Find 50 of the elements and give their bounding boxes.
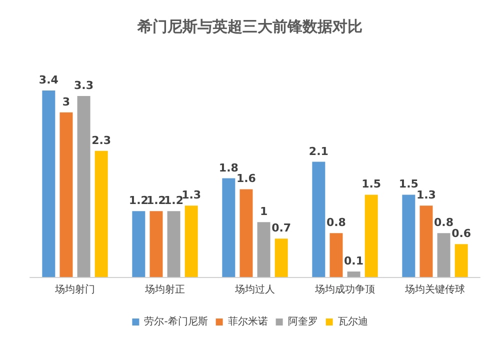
data-label: 1.6 xyxy=(236,172,256,186)
legend-label: 劳尔-希门尼斯 xyxy=(144,316,208,328)
data-label: 1.5 xyxy=(398,178,418,191)
bar xyxy=(240,189,253,277)
data-label: 1.2 xyxy=(146,194,166,208)
bar xyxy=(222,178,236,277)
data-label: 3 xyxy=(62,95,70,108)
bar xyxy=(274,238,288,277)
data-label: 1.3 xyxy=(416,188,436,202)
data-label: 0.8 xyxy=(434,216,454,230)
data-label: 3.3 xyxy=(74,78,94,92)
data-label: 3.4 xyxy=(38,73,59,86)
data-label: 1.3 xyxy=(182,188,202,202)
chart-title: 希门尼斯与英超三大前锋数据对比 xyxy=(136,18,362,36)
data-label: 1.8 xyxy=(218,161,238,174)
data-label: 0.8 xyxy=(326,216,346,230)
bar xyxy=(94,150,108,277)
bar xyxy=(364,194,378,277)
bar xyxy=(420,206,433,277)
data-label: 0.7 xyxy=(272,222,292,235)
bar xyxy=(77,96,90,277)
data-label: 2.1 xyxy=(308,144,328,158)
bar xyxy=(150,211,163,277)
bar xyxy=(132,211,146,277)
data-label: 1.5 xyxy=(362,178,382,191)
bar xyxy=(454,244,468,277)
x-tick-label: 场均过人 xyxy=(234,284,275,296)
data-label: 1.2 xyxy=(164,194,184,208)
bar xyxy=(347,272,360,277)
x-tick-label: 场均关键传球 xyxy=(404,284,465,296)
legend-label: 菲尔米诺 xyxy=(228,316,268,328)
x-tick-label: 场均射门 xyxy=(54,284,95,296)
bar xyxy=(42,90,56,277)
bar xyxy=(312,162,326,277)
x-tick-label: 场均成功争顶 xyxy=(314,284,375,296)
data-label: 1 xyxy=(260,205,268,218)
bar xyxy=(184,206,198,277)
bar xyxy=(167,211,180,277)
data-label: 0.1 xyxy=(344,254,364,268)
legend-label: 阿奎罗 xyxy=(288,316,318,328)
data-label: 1.2 xyxy=(128,194,148,208)
bar xyxy=(330,233,343,277)
x-tick-label: 场均射正 xyxy=(144,284,185,296)
bar xyxy=(437,233,450,277)
data-label: 0.6 xyxy=(452,227,472,240)
bar xyxy=(257,222,270,277)
bar xyxy=(60,112,73,277)
data-label: 2.3 xyxy=(92,134,112,147)
bar xyxy=(402,194,416,277)
legend-label: 瓦尔迪 xyxy=(338,316,368,328)
